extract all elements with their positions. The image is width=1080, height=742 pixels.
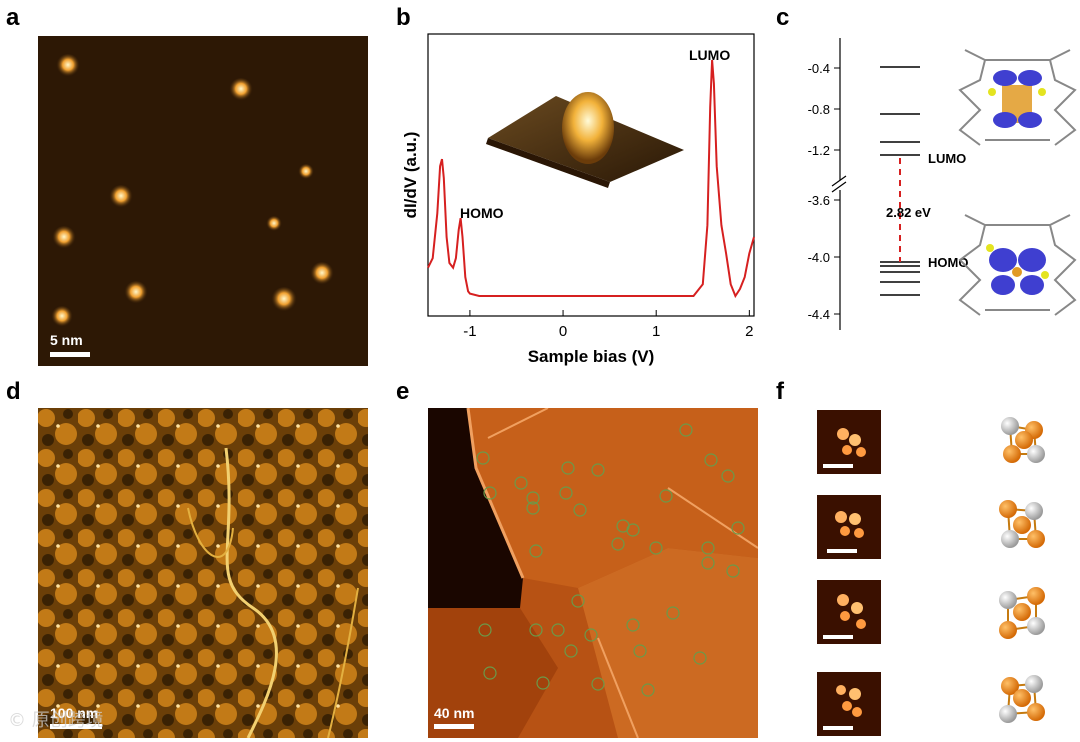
cluster-markers bbox=[476, 423, 745, 697]
cluster-model bbox=[999, 500, 1045, 548]
cluster-thumbnail bbox=[817, 495, 881, 559]
lumo-annotation: LUMO bbox=[689, 47, 730, 63]
tick-label: -3.6 bbox=[808, 193, 830, 208]
panel-label-e: e bbox=[396, 378, 410, 405]
cluster-model bbox=[999, 587, 1045, 639]
watermark: © 原创跨境 bbox=[8, 710, 104, 731]
scalebar-label-e: 40 nm bbox=[434, 705, 475, 721]
stm-texture-e bbox=[428, 408, 758, 738]
x-tick-label: 0 bbox=[559, 323, 567, 340]
homo-level-label: HOMO bbox=[928, 255, 968, 270]
series-line bbox=[427, 59, 755, 299]
stm-image-d: 100 nm bbox=[38, 408, 368, 738]
panel-label-d: d bbox=[6, 378, 21, 405]
energy-diagram: -0.4 -0.8 -1.2 -3.6 -4.0 -4.4 LUMO 2.82 … bbox=[808, 38, 1077, 330]
scalebar-label-a: 5 nm bbox=[50, 332, 83, 348]
cluster-models bbox=[999, 417, 1045, 723]
stm-image-a: 5 nm bbox=[38, 36, 368, 366]
homo-orbital-molecule bbox=[958, 214, 1077, 316]
x-tick-label: -1 bbox=[463, 323, 476, 340]
spectrum-chart: -1 0 1 2 Sample bias (V) dI/dV (a.u.) HOMO … bbox=[401, 33, 755, 366]
cluster-dots bbox=[51, 54, 334, 328]
homo-annotation: HOMO bbox=[460, 205, 504, 221]
y-axis-label: dI/dV (a.u.) bbox=[401, 132, 420, 219]
tick-label: -0.8 bbox=[808, 102, 830, 117]
inset-3d-topography bbox=[486, 92, 684, 188]
cluster-thumbnail bbox=[817, 672, 881, 736]
stm-image-e: 40 nm bbox=[428, 408, 758, 738]
axis-break bbox=[831, 175, 847, 187]
x-ticks: -1 0 1 2 bbox=[463, 310, 754, 340]
panel-label-a: a bbox=[6, 4, 20, 31]
lumo-level-label: LUMO bbox=[928, 151, 966, 166]
energy-levels bbox=[880, 66, 920, 296]
tick-label: -4.0 bbox=[808, 250, 830, 265]
cluster-thumbnail bbox=[817, 580, 881, 644]
cluster-model bbox=[999, 675, 1045, 723]
tick-label: -1.2 bbox=[808, 143, 830, 158]
plot-frame bbox=[427, 33, 755, 317]
x-axis-label: Sample bias (V) bbox=[528, 347, 655, 366]
panel-label-b: b bbox=[396, 4, 411, 31]
gap-label: 2.82 eV bbox=[886, 205, 931, 220]
scalebar-d bbox=[50, 724, 102, 729]
stm-texture-d bbox=[38, 408, 368, 738]
cluster-thumbnail bbox=[817, 410, 881, 474]
x-tick-label: 2 bbox=[745, 323, 753, 340]
tick-label: -0.4 bbox=[808, 61, 830, 76]
panel-label-f: f bbox=[776, 378, 784, 405]
cluster-model bbox=[1001, 417, 1045, 463]
scalebar-a bbox=[50, 352, 90, 357]
scalebar-label-d: 100 nm bbox=[50, 705, 99, 721]
lumo-orbital-molecule bbox=[958, 49, 1077, 146]
panel-label-c: c bbox=[776, 4, 790, 31]
x-tick-label: 1 bbox=[652, 323, 660, 340]
scalebar-e bbox=[434, 724, 474, 729]
tick-label: -4.4 bbox=[808, 307, 830, 322]
